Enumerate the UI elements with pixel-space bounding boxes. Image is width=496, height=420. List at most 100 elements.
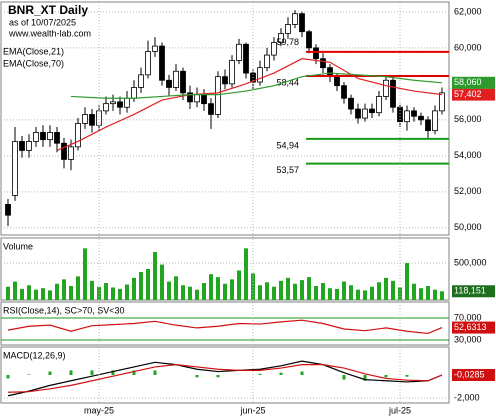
histogram-bar bbox=[90, 370, 94, 375]
candle-body bbox=[243, 43, 249, 74]
indicator-line bbox=[56, 58, 443, 151]
volume-bar bbox=[6, 286, 10, 300]
candle-body bbox=[306, 31, 312, 49]
candle-body bbox=[61, 142, 67, 160]
volume-bar bbox=[153, 252, 157, 300]
level-label: 59,78 bbox=[276, 37, 299, 47]
legend-entry: EMA(Close,21) bbox=[3, 46, 64, 56]
volume-bar bbox=[223, 283, 227, 300]
pane-title: BNR_XT Daily bbox=[8, 3, 88, 17]
volume-bar bbox=[34, 289, 38, 300]
volume-bar bbox=[216, 277, 220, 300]
candle-body bbox=[180, 70, 186, 94]
candle-body bbox=[369, 108, 375, 114]
pane-title: MACD(12,26,9) bbox=[3, 350, 66, 360]
y-tick-label: 56,000 bbox=[454, 114, 482, 124]
candle-body bbox=[215, 76, 221, 115]
last-value-label: 57,402 bbox=[454, 89, 482, 99]
pane-title: Volume bbox=[3, 241, 33, 251]
histogram-bar bbox=[342, 375, 346, 380]
candle-body bbox=[19, 141, 25, 151]
volume-bar bbox=[104, 283, 108, 300]
volume-bar bbox=[69, 285, 73, 300]
volume-bar bbox=[209, 274, 213, 300]
volume-bar bbox=[286, 277, 290, 300]
candle-body bbox=[411, 110, 417, 117]
volume-bar bbox=[167, 281, 171, 300]
candle-body bbox=[131, 87, 137, 99]
candle-body bbox=[75, 123, 81, 148]
volume-bar bbox=[83, 248, 87, 300]
histogram-bar bbox=[111, 370, 115, 375]
candle-body bbox=[320, 58, 326, 69]
last-value-label: 118,151 bbox=[454, 286, 486, 296]
volume-bar bbox=[244, 248, 248, 300]
histogram-bar bbox=[405, 375, 409, 377]
candle-body bbox=[418, 115, 424, 121]
volume-bar bbox=[111, 287, 115, 300]
histogram-bar bbox=[300, 371, 304, 375]
candle-body bbox=[229, 60, 235, 85]
indicator-line bbox=[70, 72, 443, 99]
volume-bar bbox=[90, 280, 94, 300]
volume-bar bbox=[405, 263, 409, 300]
candle-body bbox=[341, 85, 347, 99]
volume-bar bbox=[125, 284, 129, 300]
volume-bar bbox=[251, 273, 255, 300]
volume-bar bbox=[412, 283, 416, 300]
candle-body bbox=[5, 204, 11, 216]
pane-frame bbox=[0, 1, 450, 236]
candle-body bbox=[117, 101, 123, 108]
indicator-line bbox=[7, 319, 443, 335]
pane-frame bbox=[0, 346, 450, 404]
y-tick-label: 70,000 bbox=[454, 312, 482, 322]
histogram-bar bbox=[153, 370, 157, 375]
volume-bar bbox=[181, 285, 185, 300]
last-value-box bbox=[452, 285, 495, 298]
candle-body bbox=[33, 132, 39, 142]
candle-body bbox=[26, 141, 32, 151]
histogram-bar bbox=[363, 375, 367, 381]
y-tick-label: 62,000 bbox=[454, 6, 482, 16]
volume-bar bbox=[202, 283, 206, 300]
candle-body bbox=[12, 141, 18, 196]
histogram-bar bbox=[279, 372, 283, 375]
candle-body bbox=[166, 79, 172, 88]
histogram-bar bbox=[258, 373, 262, 375]
histogram-bar bbox=[132, 370, 136, 375]
histogram-bar bbox=[48, 371, 52, 375]
indicator-line bbox=[7, 360, 443, 397]
candle-body bbox=[159, 45, 165, 81]
candle-body bbox=[124, 97, 130, 108]
volume-bar bbox=[160, 264, 164, 300]
candle-body bbox=[292, 13, 298, 25]
volume-bar bbox=[27, 285, 31, 300]
level-label: 53,57 bbox=[276, 165, 299, 175]
candle-body bbox=[103, 103, 109, 112]
volume-bar bbox=[426, 285, 430, 300]
volume-bar bbox=[300, 280, 304, 300]
candle-body bbox=[299, 13, 305, 33]
histogram-bar bbox=[6, 375, 10, 379]
volume-bar bbox=[363, 290, 367, 300]
histogram-bar bbox=[384, 375, 388, 378]
pane-frame bbox=[0, 301, 450, 346]
level-label: 54,94 bbox=[276, 140, 299, 150]
volume-bar bbox=[384, 277, 388, 300]
candle-body bbox=[425, 119, 431, 132]
volume-bar bbox=[41, 288, 45, 300]
candle-body bbox=[187, 92, 193, 103]
volume-bar bbox=[314, 285, 318, 300]
y-tick-label: 52,000 bbox=[454, 186, 482, 196]
legend-entry: EMA(Close,70) bbox=[3, 58, 64, 68]
volume-bar bbox=[342, 281, 346, 300]
last-value-box bbox=[452, 321, 495, 334]
candle-body bbox=[173, 70, 179, 88]
candle-body bbox=[145, 51, 151, 76]
volume-bar bbox=[62, 279, 66, 300]
volume-bar bbox=[76, 276, 80, 300]
volume-bar bbox=[265, 282, 269, 300]
candle-body bbox=[404, 110, 410, 123]
candle-body bbox=[390, 79, 396, 108]
